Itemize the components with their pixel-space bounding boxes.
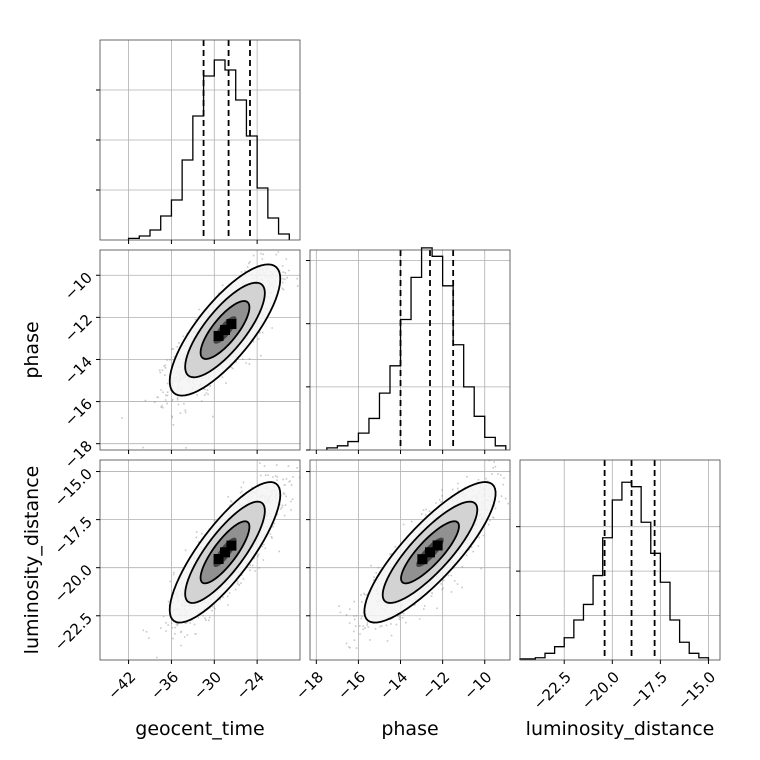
- x-tick-label: −24: [233, 668, 268, 703]
- x-tick-label: −10: [460, 668, 495, 703]
- x-tick-label: −16: [334, 668, 369, 703]
- axes-frame: [99, 249, 301, 451]
- x-axis-label: geocent_time: [135, 718, 264, 740]
- hist-panel-phase: [306, 247, 511, 454]
- panel-content: [100, 250, 300, 450]
- axes-frame: [309, 459, 511, 661]
- contour-line: [168, 481, 282, 624]
- x-axis-label: luminosity_distance: [526, 718, 715, 740]
- hist-panel-geocent_time: [96, 39, 301, 244]
- scatter-panel-phase-luminosity_distance: −18 −16 −14 −12 −10 phase: [292, 459, 511, 740]
- y-axis-label: luminosity_distance: [21, 466, 43, 655]
- hist-step-line: [127, 59, 290, 240]
- x-tick-label: −14: [376, 668, 411, 703]
- x-tick-label: −36: [147, 668, 182, 703]
- y-tick-label: −12: [61, 311, 96, 346]
- x-tick-label: −20.0: [578, 668, 623, 713]
- contour-line: [199, 300, 251, 360]
- contour-line: [381, 500, 479, 604]
- y-tick-label: −20.0: [51, 561, 96, 606]
- density-peak: [417, 554, 428, 565]
- density-peak: [220, 547, 230, 558]
- y-tick-label: −17.5: [51, 513, 96, 558]
- y-tick-label: −22.5: [51, 609, 96, 654]
- x-tick-label: −12: [418, 668, 453, 703]
- density-peak: [226, 319, 237, 330]
- x-tick-label: −22.5: [530, 668, 575, 713]
- density-peak: [220, 325, 230, 335]
- hist-step-line: [519, 481, 710, 660]
- y-tick-label: −10: [61, 269, 96, 304]
- density-peak: [432, 540, 443, 551]
- x-tick-label: −42: [104, 668, 139, 703]
- density-peak: [226, 540, 237, 551]
- contour-line: [199, 520, 251, 585]
- contour-line: [184, 281, 266, 379]
- y-tick-label: −14: [61, 353, 96, 388]
- panel-content: [310, 460, 510, 660]
- y-axis-label: phase: [21, 321, 43, 378]
- density-peak: [213, 554, 224, 565]
- axes-frame: [99, 459, 301, 661]
- axes-frame: [519, 459, 721, 661]
- contour-line: [184, 500, 266, 604]
- y-tick-label: −16: [61, 395, 96, 430]
- y-tick-label: −18: [61, 437, 96, 472]
- density-peak: [425, 547, 435, 558]
- panel-content: [100, 460, 300, 660]
- x-tick-label: −15.0: [674, 668, 719, 713]
- hist-step-line: [326, 247, 507, 450]
- scatter-panel-geocent_time-phase: −18 −16 −14 −12 −10 phase: [21, 249, 301, 472]
- contour-line: [168, 263, 282, 397]
- x-tick-label: −30: [190, 668, 225, 703]
- x-tick-label: −17.5: [626, 668, 671, 713]
- contour-line: [400, 520, 460, 585]
- axes-frame: [309, 249, 511, 451]
- x-tick-label: −18: [292, 668, 327, 703]
- density-peak: [213, 330, 224, 341]
- hist-panel-luminosity_distance: −22.5 −20.0 −17.5 −15.0 luminosity_distance: [516, 459, 721, 740]
- contour-line: [363, 481, 497, 624]
- x-axis-label: phase: [381, 718, 438, 740]
